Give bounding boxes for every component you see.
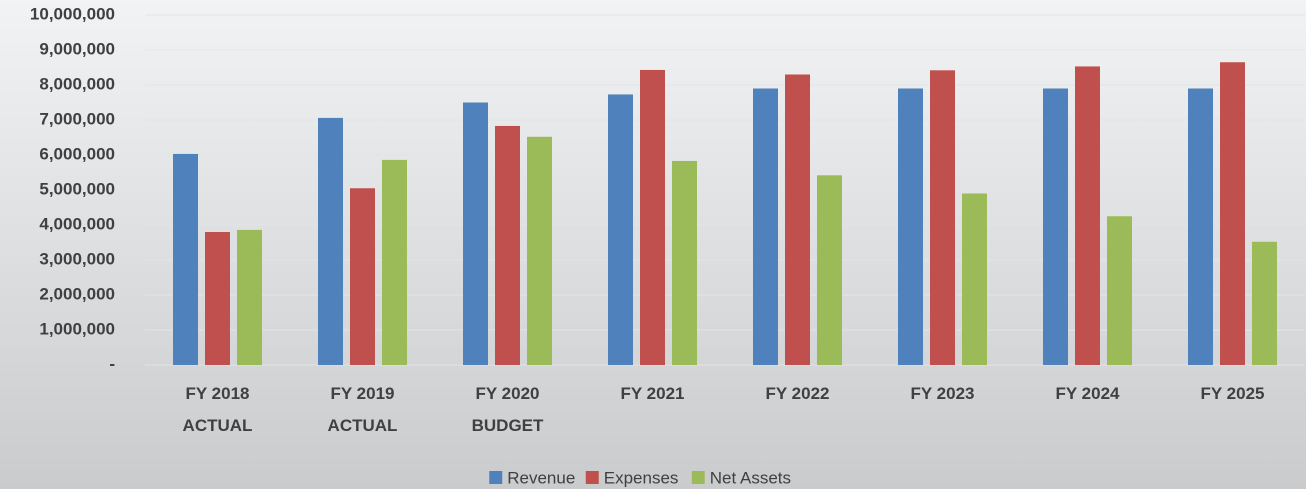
legend-swatch	[489, 471, 503, 484]
x-tick-label: FY 2019 ACTUAL	[328, 384, 398, 435]
bar	[495, 125, 520, 365]
y-tick-label: 1,000,000	[39, 319, 115, 338]
y-tick-label: 3,000,000	[39, 249, 115, 268]
y-tick-label: 6,000,000	[39, 144, 115, 163]
bar	[753, 88, 778, 365]
x-tick-label: FY 2024	[1056, 384, 1121, 403]
bar	[382, 159, 407, 365]
bar	[1188, 88, 1213, 365]
bar	[608, 94, 633, 365]
bar	[1107, 216, 1132, 365]
bar	[962, 193, 987, 365]
x-tick-label: FY 2020 BUDGET	[472, 384, 544, 435]
bar	[205, 232, 230, 365]
x-tick-label: FY 2018 ACTUAL	[183, 384, 253, 435]
legend-swatch	[691, 471, 705, 484]
y-tick-label: 8,000,000	[39, 74, 115, 93]
bar	[1075, 66, 1100, 365]
bar	[173, 153, 198, 365]
bar	[237, 229, 262, 365]
bar	[463, 102, 488, 365]
y-tick-label: 7,000,000	[39, 109, 115, 128]
bar	[1043, 88, 1068, 365]
y-tick-label: 5,000,000	[39, 179, 115, 198]
y-tick-label: -	[109, 354, 115, 373]
x-tick-label: FY 2025	[1201, 384, 1265, 403]
bar	[640, 69, 665, 365]
y-tick-label: 4,000,000	[39, 214, 115, 233]
bar	[350, 188, 375, 365]
bar	[930, 70, 955, 366]
legend-swatch	[585, 471, 599, 484]
x-tick-label: FY 2022	[766, 384, 830, 403]
bar	[898, 88, 923, 365]
bar	[672, 160, 697, 365]
x-tick-label: FY 2023	[911, 384, 975, 403]
x-tick-label: FY 2021	[621, 384, 685, 403]
y-tick-label: 10,000,000	[30, 4, 115, 23]
legend-label: Net Assets	[710, 468, 791, 487]
y-tick-label: 9,000,000	[39, 39, 115, 58]
y-tick-label: 2,000,000	[39, 284, 115, 303]
bar	[1220, 62, 1245, 365]
bar	[785, 74, 810, 365]
bar	[527, 136, 552, 365]
bar	[817, 175, 842, 365]
legend-label: Revenue	[507, 468, 575, 487]
bar	[318, 117, 343, 366]
legend-label: Expenses	[604, 468, 679, 487]
bar	[1252, 241, 1277, 365]
